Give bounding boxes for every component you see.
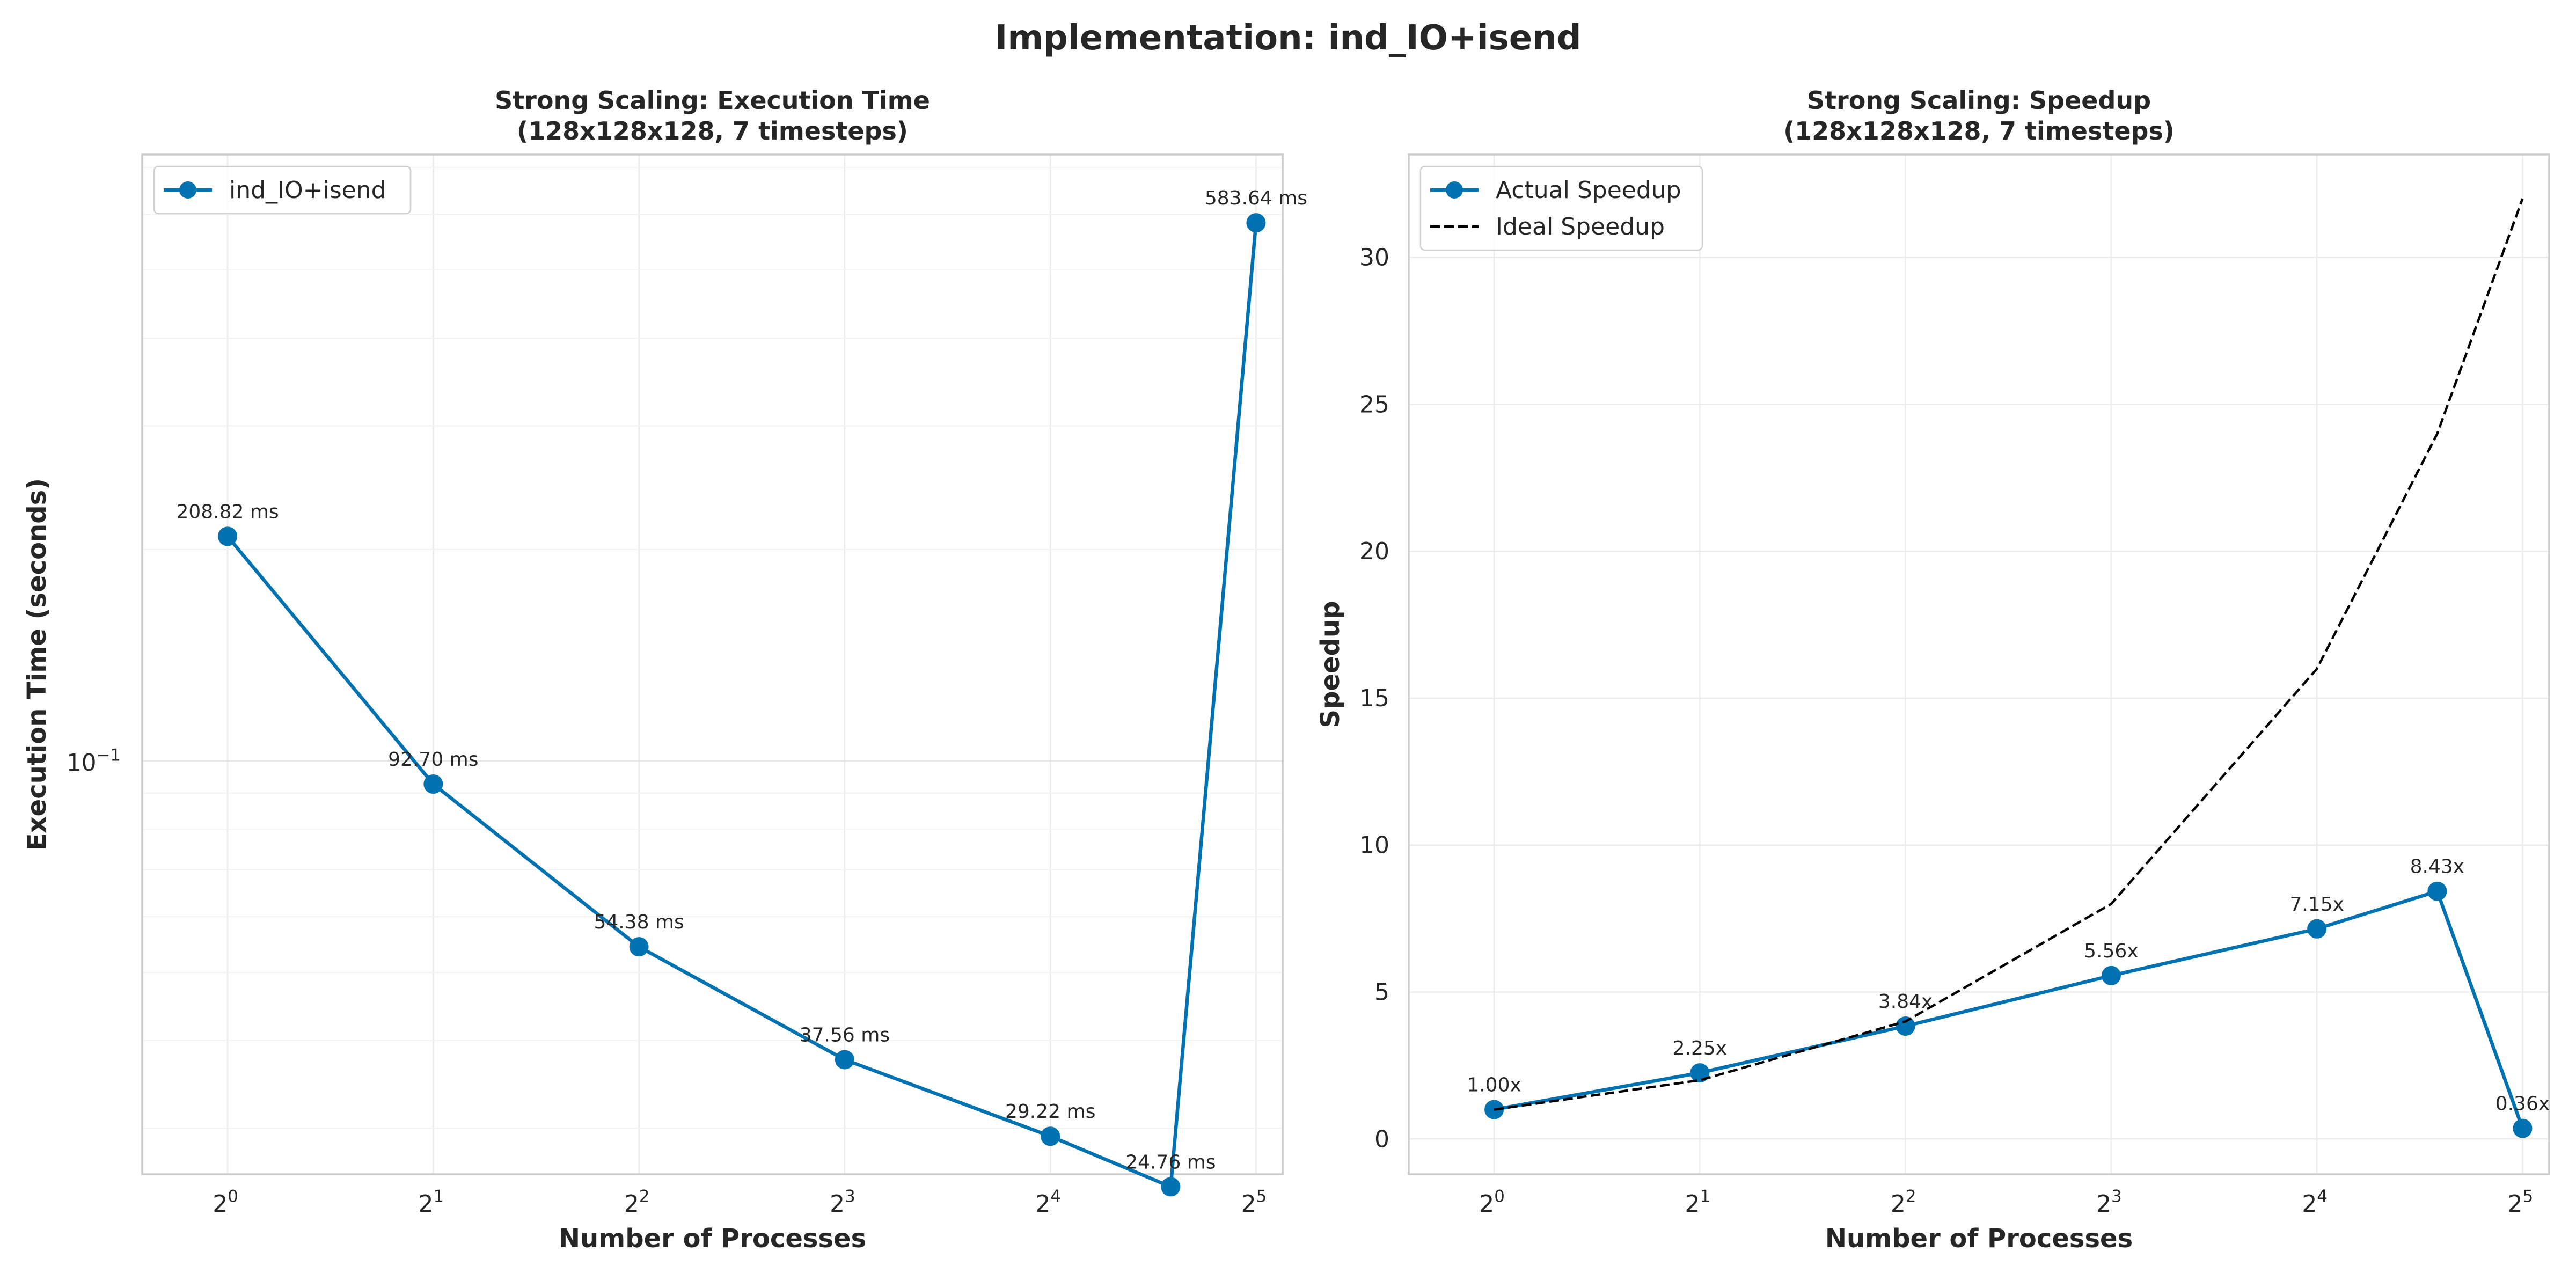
x-tick-label: 21 bbox=[419, 1187, 444, 1218]
data-point bbox=[1161, 1177, 1181, 1197]
y-tick-label: 10 bbox=[1359, 832, 1389, 859]
legend-marker bbox=[179, 181, 196, 199]
data-point bbox=[2427, 881, 2447, 901]
data-point bbox=[2513, 1118, 2533, 1138]
data-label: 8.43x bbox=[2410, 856, 2464, 878]
data-point bbox=[2307, 919, 2327, 939]
y-tick-label: 25 bbox=[1359, 391, 1389, 418]
data-label: 54.38 ms bbox=[594, 911, 684, 933]
legend-box bbox=[153, 165, 412, 215]
chart-subtitle: (128x128x128, 7 timesteps) bbox=[517, 116, 908, 145]
x-tick-label: 22 bbox=[624, 1187, 650, 1218]
chart-title: Strong Scaling: Execution Time bbox=[495, 86, 930, 115]
data-point bbox=[218, 526, 238, 546]
x-tick-label: 20 bbox=[213, 1187, 238, 1218]
data-label: 5.56x bbox=[2084, 940, 2138, 962]
data-point bbox=[835, 1050, 854, 1070]
y-tick-label: 0 bbox=[1374, 1125, 1389, 1153]
legend-label: ind_IO+isend bbox=[229, 177, 386, 204]
x-axis-label: Number of Processes bbox=[559, 1224, 866, 1254]
execution-time-chart: Strong Scaling: Execution Time(128x128x1… bbox=[22, 86, 1307, 1254]
legend-label: Actual Speedup bbox=[1496, 177, 1681, 204]
data-label: 7.15x bbox=[2289, 894, 2344, 916]
data-point bbox=[1896, 1016, 1915, 1036]
data-point bbox=[1484, 1100, 1504, 1119]
series-line bbox=[1494, 198, 2524, 1111]
data-label: 583.64 ms bbox=[1205, 187, 1307, 209]
series-line bbox=[1492, 889, 2524, 1130]
x-tick-label: 25 bbox=[2508, 1187, 2534, 1218]
x-tick-label: 22 bbox=[1891, 1187, 1916, 1218]
x-tick-label: 20 bbox=[1479, 1187, 1505, 1218]
x-tick-label: 21 bbox=[1685, 1187, 1711, 1218]
x-tick-label: 24 bbox=[1035, 1187, 1061, 1218]
y-axis-label: Execution Time (seconds) bbox=[22, 478, 52, 851]
data-label: 24.76 ms bbox=[1125, 1151, 1216, 1173]
data-point bbox=[1690, 1063, 1710, 1083]
x-tick-label: 24 bbox=[2302, 1187, 2328, 1218]
x-tick-label: 23 bbox=[2096, 1187, 2122, 1218]
data-label: 29.22 ms bbox=[1005, 1101, 1095, 1123]
speedup-chart: Strong Scaling: Speedup(128x128x128, 7 t… bbox=[1315, 86, 2550, 1254]
data-label: 37.56 ms bbox=[800, 1024, 890, 1046]
data-point bbox=[423, 774, 443, 794]
plot-frame bbox=[141, 153, 1284, 1175]
plot-frame bbox=[1408, 153, 2550, 1175]
y-tick-label: 10−1 bbox=[67, 745, 121, 776]
y-axis-label: Speedup bbox=[1315, 601, 1345, 728]
grid bbox=[1409, 155, 2549, 1174]
data-label: 2.25x bbox=[1673, 1037, 1727, 1059]
grid bbox=[142, 155, 1283, 1174]
x-tick-label: 25 bbox=[1241, 1187, 1267, 1218]
y-tick-label: 30 bbox=[1359, 244, 1389, 272]
data-label: 3.84x bbox=[1878, 991, 1933, 1013]
data-point bbox=[1246, 213, 1266, 233]
y-tick-label: 20 bbox=[1359, 538, 1389, 565]
legend-marker bbox=[1446, 181, 1463, 199]
y-tick-label: 5 bbox=[1374, 979, 1389, 1006]
series-line bbox=[225, 221, 1258, 1189]
data-point bbox=[1041, 1126, 1060, 1146]
data-label: 92.70 ms bbox=[388, 749, 478, 771]
data-label: 208.82 ms bbox=[176, 501, 279, 523]
x-tick-label: 23 bbox=[830, 1187, 855, 1218]
chart-title: Strong Scaling: Speedup bbox=[1807, 86, 2151, 115]
data-point bbox=[629, 937, 649, 957]
y-tick-label: 15 bbox=[1359, 685, 1389, 712]
figure-suptitle: Implementation: ind_IO+isend bbox=[995, 18, 1582, 58]
legend-box bbox=[1419, 165, 1703, 251]
legend: Actual Speedup Ideal Speedup bbox=[1419, 165, 1703, 251]
legend-label: Ideal Speedup bbox=[1496, 213, 1665, 240]
data-label: 0.36x bbox=[2496, 1093, 2550, 1115]
chart-subtitle: (128x128x128, 7 timesteps) bbox=[1783, 116, 2175, 145]
data-label: 1.00x bbox=[1467, 1074, 1521, 1096]
legend: ind_IO+isend bbox=[153, 165, 412, 215]
data-point bbox=[2101, 965, 2121, 985]
x-axis-label: Number of Processes bbox=[1825, 1224, 2133, 1254]
